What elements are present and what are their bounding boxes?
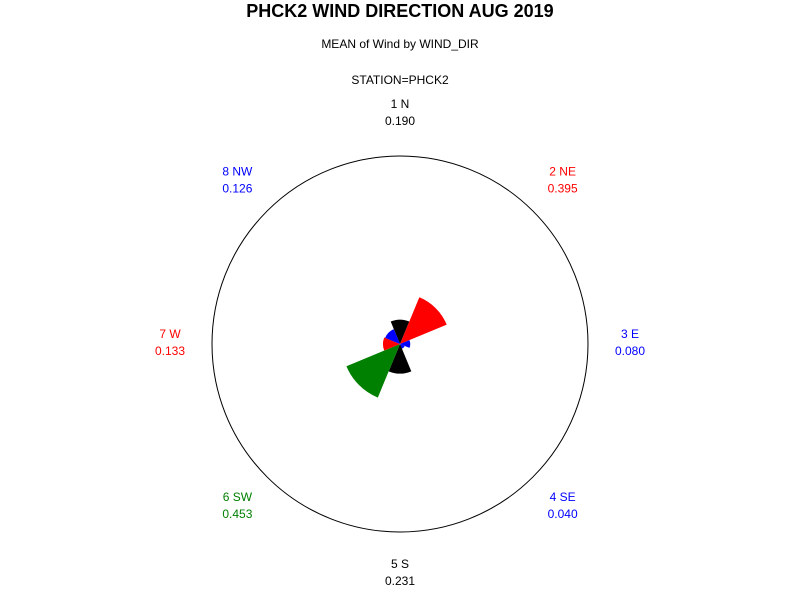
by-label: STATION=PHCK2 — [351, 73, 449, 87]
value-label: 0.190 — [385, 114, 415, 128]
wedge — [346, 344, 400, 398]
value-label: 0.133 — [155, 344, 185, 358]
wedge — [388, 344, 412, 374]
direction-label: 7 W — [159, 327, 181, 341]
value-label: 0.395 — [548, 182, 578, 196]
direction-label: 4 SE — [550, 490, 576, 504]
direction-label: 3 E — [621, 327, 639, 341]
direction-label: 6 SW — [223, 490, 253, 504]
value-label: 0.231 — [385, 574, 415, 588]
direction-label: 8 NW — [222, 165, 253, 179]
chart-subtitle: MEAN of Wind by WIND_DIR — [321, 37, 479, 51]
wedge — [385, 329, 400, 344]
value-label: 0.126 — [222, 182, 252, 196]
direction-label: 1 N — [391, 97, 410, 111]
value-label: 0.040 — [548, 507, 578, 521]
direction-label: 2 NE — [549, 165, 576, 179]
value-label: 0.080 — [615, 344, 645, 358]
wedge — [390, 319, 410, 344]
direction-label: 5 S — [391, 557, 409, 571]
outer-circle — [211, 155, 589, 533]
wedge — [382, 337, 400, 351]
value-label: 0.453 — [222, 507, 252, 521]
wedge — [400, 340, 411, 348]
chart-title: PHCK2 WIND DIRECTION AUG 2019 — [246, 1, 553, 21]
wedge — [400, 344, 405, 349]
wedge — [400, 297, 447, 344]
